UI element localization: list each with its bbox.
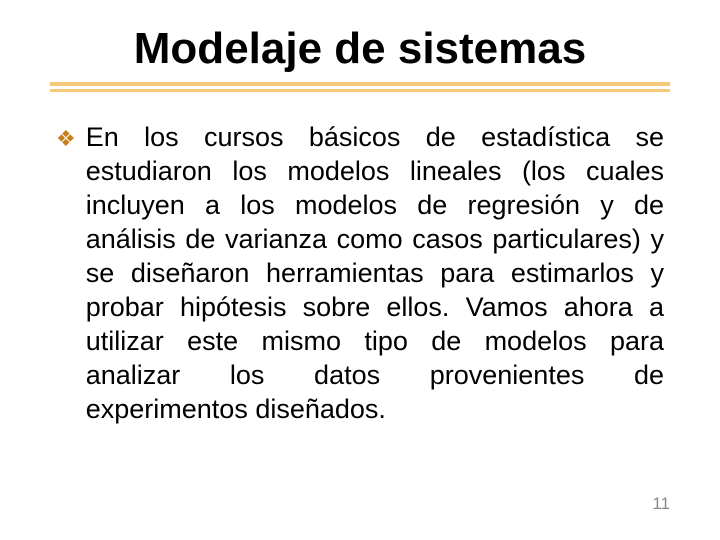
slide-title: Modelaje de sistemas (50, 24, 670, 74)
page-number: 11 (652, 494, 670, 514)
bullet-item: ❖ En los cursos básicos de estadística s… (56, 120, 664, 426)
slide-body: ❖ En los cursos básicos de estadística s… (50, 120, 670, 426)
bullet-text: En los cursos básicos de estadística se … (86, 120, 664, 426)
title-underline-top (50, 82, 670, 86)
slide: Modelaje de sistemas ❖ En los cursos bás… (0, 0, 720, 540)
title-block: Modelaje de sistemas (50, 24, 670, 92)
title-underline-bottom (50, 89, 670, 92)
diamond-bullet-icon: ❖ (56, 122, 76, 156)
